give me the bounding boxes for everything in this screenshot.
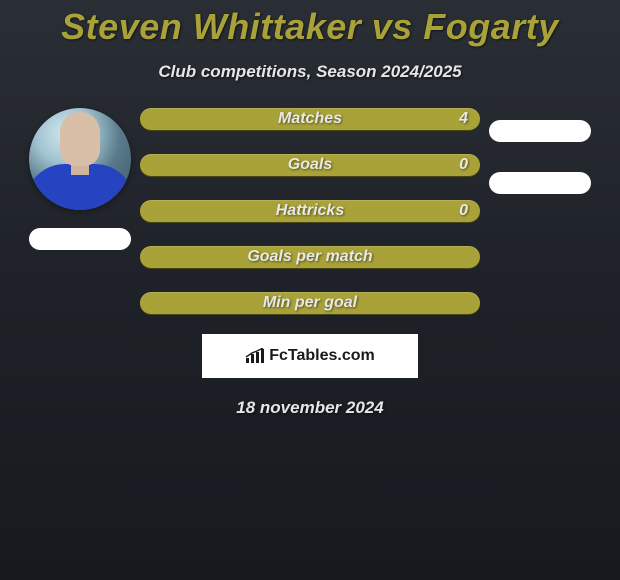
stat-label: Min per goal [263,294,357,312]
player-name-pill [29,228,131,250]
credit-text: FcTables.com [269,347,375,365]
stat-bar-hattricks: Hattricks 0 [140,200,480,222]
stat-label: Hattricks [276,202,344,220]
stat-value: 0 [459,202,468,220]
comparison-layout: Matches 4 Goals 0 Hattricks 0 Goals per … [0,108,620,314]
stat-value: 4 [459,110,468,128]
chart-icon [245,348,265,364]
stat-bars: Matches 4 Goals 0 Hattricks 0 Goals per … [140,108,480,314]
player-name-pill [489,120,591,142]
stat-value: 0 [459,156,468,174]
stat-bar-min-per-goal: Min per goal [140,292,480,314]
subtitle: Club competitions, Season 2024/2025 [0,62,620,82]
stat-bar-goals-per-match: Goals per match [140,246,480,268]
stat-label: Goals per match [247,248,372,266]
stat-bar-matches: Matches 4 [140,108,480,130]
stat-label: Goals [288,156,332,174]
stat-label: Matches [278,110,342,128]
page-title: Steven Whittaker vs Fogarty [0,6,620,48]
stat-bar-goals: Goals 0 [140,154,480,176]
player-name-pill [489,172,591,194]
credit-box: FcTables.com [202,334,418,378]
date: 18 november 2024 [0,398,620,418]
right-player-panel [480,108,600,194]
left-player-panel [20,108,140,250]
avatar [29,108,131,210]
